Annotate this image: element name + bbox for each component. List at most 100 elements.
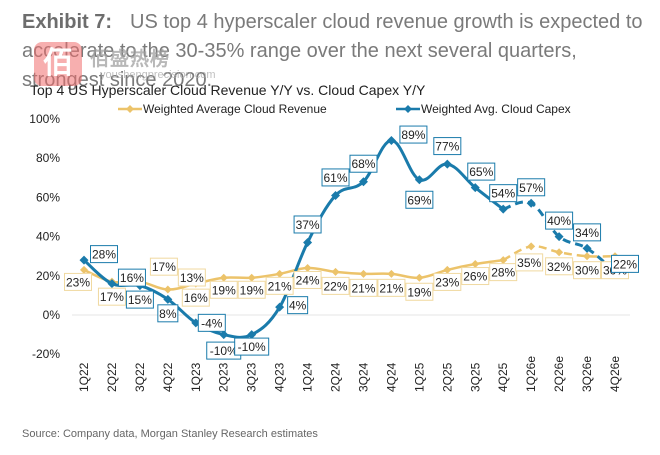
revenue-label-box bbox=[64, 272, 92, 291]
revenue-marker bbox=[359, 269, 368, 278]
capex-marker bbox=[554, 232, 564, 242]
x-tick-label: 3Q24 bbox=[356, 362, 370, 392]
revenue-marker bbox=[331, 267, 340, 276]
revenue-data-label: 28% bbox=[489, 263, 518, 282]
revenue-data-label: 21% bbox=[377, 278, 406, 297]
capex-data-label: 34% bbox=[573, 223, 602, 242]
y-tick-label: 60% bbox=[36, 190, 60, 204]
revenue-data-label: 19% bbox=[209, 280, 238, 299]
capex-marker bbox=[331, 190, 341, 200]
source-note: Source: Company data, Morgan Stanley Res… bbox=[22, 428, 318, 440]
capex-label-box bbox=[197, 313, 226, 332]
revenue-data-label: 13% bbox=[177, 268, 206, 287]
revenue-label-text: 22% bbox=[324, 279, 348, 293]
capex-label-text: 34% bbox=[575, 226, 599, 240]
capex-label-box bbox=[399, 125, 428, 144]
revenue-label-box bbox=[573, 261, 602, 280]
revenue-label-box bbox=[433, 272, 462, 291]
revenue-label-box bbox=[321, 276, 350, 295]
capex-label-text: -10% bbox=[238, 340, 266, 354]
capex-data-label: 22% bbox=[611, 254, 639, 273]
capex-label-text: 77% bbox=[435, 140, 459, 154]
capex-label-box bbox=[157, 304, 179, 323]
revenue-marker bbox=[527, 242, 536, 251]
legend-item-revenue: Weighted Average Cloud Revenue bbox=[118, 102, 327, 116]
capex-data-label: 40% bbox=[545, 211, 574, 230]
capex-marker bbox=[470, 183, 480, 193]
capex-label-box bbox=[545, 211, 574, 230]
capex-label-box bbox=[573, 223, 602, 242]
x-tick-label: 2Q22 bbox=[105, 362, 119, 392]
legend: Weighted Average Cloud Revenue Weighted … bbox=[118, 102, 571, 116]
capex-data-label: -4% bbox=[197, 313, 226, 332]
revenue-label-text: 23% bbox=[66, 275, 90, 289]
revenue-label-text: 17% bbox=[100, 290, 124, 304]
revenue-label-box bbox=[177, 268, 206, 287]
x-tick-label: 3Q26e bbox=[580, 356, 594, 392]
capex-label-text: 22% bbox=[613, 257, 637, 271]
capex-label-box bbox=[117, 268, 146, 287]
capex-label-box bbox=[349, 154, 378, 173]
revenue-marker bbox=[443, 265, 452, 274]
capex-data-label: -10% bbox=[234, 337, 270, 356]
capex-marker bbox=[526, 198, 536, 208]
capex-label-box bbox=[517, 178, 546, 197]
x-tick-label: 3Q25 bbox=[468, 362, 482, 392]
capex-label-text: 54% bbox=[491, 187, 515, 201]
revenue-label-box bbox=[265, 276, 294, 295]
revenue-label-box bbox=[405, 282, 434, 301]
capex-label-text: -10% bbox=[210, 344, 238, 358]
watermark-logo-icon: 佰 bbox=[34, 42, 82, 86]
revenue-data-label: 19% bbox=[405, 282, 434, 301]
revenue-label-box bbox=[237, 280, 266, 299]
revenue-label-box bbox=[181, 288, 210, 307]
x-tick-label: 4Q22 bbox=[161, 362, 175, 392]
revenue-data-label: 30% bbox=[573, 261, 602, 280]
capex-marker bbox=[247, 330, 257, 340]
revenue-marker bbox=[387, 269, 396, 278]
capex-label-text: -4% bbox=[201, 316, 223, 330]
revenue-label-text: 21% bbox=[351, 281, 375, 295]
revenue-marker bbox=[471, 260, 480, 269]
y-tick-label: -20% bbox=[32, 347, 60, 361]
capex-data-label: 54% bbox=[489, 184, 518, 203]
y-tick-label: 80% bbox=[36, 151, 60, 165]
revenue-label-text: 19% bbox=[240, 283, 264, 297]
capex-label-box bbox=[234, 337, 270, 356]
revenue-marker bbox=[275, 269, 284, 278]
x-tick-label: 1Q24 bbox=[301, 362, 315, 392]
y-tick-label: 100% bbox=[29, 112, 60, 126]
watermark-text: 佰盛热榜 bbox=[90, 49, 171, 70]
capex-label-text: 40% bbox=[547, 214, 571, 228]
revenue-data-label: 21% bbox=[265, 276, 294, 295]
revenue-label-text: 21% bbox=[379, 281, 403, 295]
capex-label-text: 37% bbox=[296, 218, 320, 232]
revenue-label-box bbox=[489, 263, 518, 282]
revenue-label-box bbox=[515, 253, 544, 272]
capex-data-label: 8% bbox=[157, 304, 179, 323]
capex-data-label: 68% bbox=[349, 154, 378, 173]
chart-title: Top 4 US Hyperscaler Cloud Revenue Y/Y v… bbox=[30, 82, 426, 98]
capex-label-box bbox=[467, 162, 496, 181]
legend-capex-label: Weighted Avg. Cloud Capex bbox=[421, 102, 571, 116]
revenue-label-box bbox=[349, 278, 378, 297]
x-tick-label: 4Q24 bbox=[384, 362, 398, 392]
revenue-data-label: 17% bbox=[97, 287, 126, 306]
x-axis: 1Q22 2Q22 3Q22 4Q22 1Q23 2Q23 3Q23 4Q23 1Q24 2Q24… bbox=[77, 356, 622, 392]
capex-label-text: 8% bbox=[159, 307, 177, 321]
capex-marker bbox=[303, 237, 313, 247]
capex-data-label: 28% bbox=[90, 245, 118, 264]
capex-label-box bbox=[405, 190, 434, 209]
legend-item-capex: Weighted Avg. Cloud Capex bbox=[396, 102, 571, 116]
revenue-data-label: 21% bbox=[349, 278, 378, 297]
capex-data-label: 89% bbox=[399, 125, 428, 144]
capex-label-box bbox=[321, 168, 350, 187]
capex-label-text: 65% bbox=[469, 165, 493, 179]
capex-data-label: 77% bbox=[433, 137, 462, 156]
revenue-label-box bbox=[545, 257, 574, 276]
revenue-data-label: 22% bbox=[321, 276, 350, 295]
revenue-data-label: 23% bbox=[64, 272, 92, 291]
data-labels: 23%17%17%13%16%19% 19% 21% 24% 22% 21% 21% 19%2… bbox=[64, 125, 639, 360]
exhibit-label: Exhibit 7: bbox=[22, 11, 113, 33]
